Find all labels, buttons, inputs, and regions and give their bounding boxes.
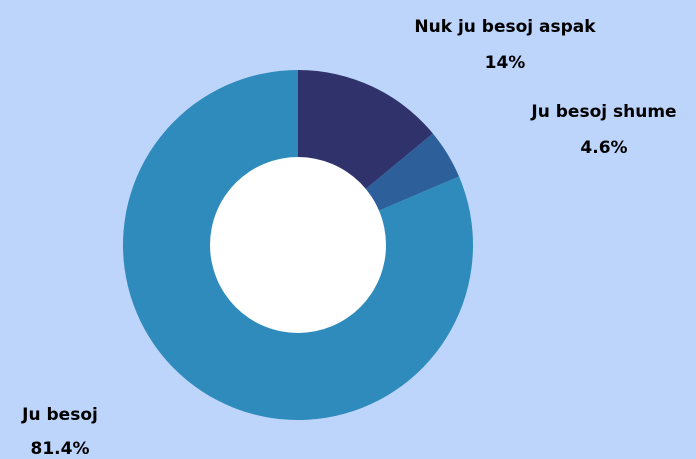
slice-label-ju-besoj-shume: Ju besoj shume — [530, 102, 676, 122]
slice-value-nuk-ju-besoj-aspak: 14% — [485, 53, 526, 73]
slice-value-ju-besoj-shume: 4.6% — [580, 138, 627, 158]
slice-value-ju-besoj: 81.4% — [31, 439, 90, 459]
slice-label-nuk-ju-besoj-aspak: Nuk ju besoj aspak — [414, 17, 596, 37]
donut-hole — [210, 157, 386, 333]
slice-label-ju-besoj: Ju besoj — [21, 405, 98, 425]
